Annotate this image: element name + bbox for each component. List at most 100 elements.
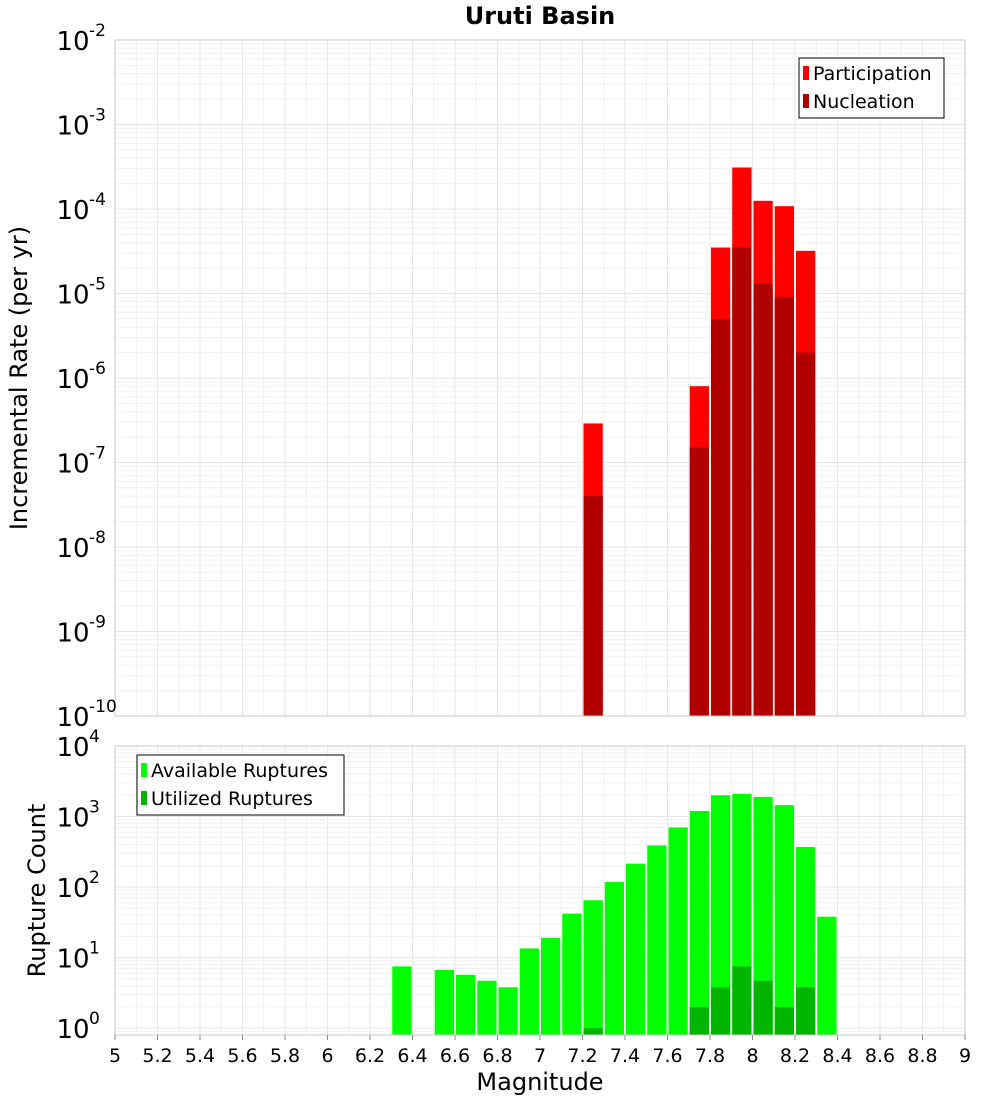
bar-available-ruptures <box>498 987 518 1035</box>
bar-available-ruptures <box>647 845 667 1035</box>
legend-label: Participation <box>813 63 932 85</box>
x-tick-label: 6.8 <box>482 1045 512 1067</box>
y-tick-label: 10 <box>56 804 89 834</box>
y-tick-label: 10 <box>56 112 89 142</box>
panel-0: 10-210-310-410-510-610-710-810-910 -10Inc… <box>5 21 966 733</box>
chart-title: Uruti Basin <box>465 2 616 30</box>
legend-box <box>798 57 945 119</box>
y-tick-exponent: -5 <box>89 275 106 295</box>
bar-available-ruptures <box>711 795 731 1035</box>
bar-nucleation <box>583 496 603 716</box>
bar-utilized-ruptures <box>583 1028 603 1035</box>
bar-available-ruptures <box>604 882 624 1035</box>
legend-label: Available Ruptures <box>151 760 328 782</box>
legend-swatch <box>141 763 147 777</box>
legend-label: Nucleation <box>813 91 915 113</box>
y-tick-label: 10 <box>56 365 89 395</box>
x-tick-label: 6 <box>321 1045 333 1067</box>
y-tick-label: 10 <box>56 281 89 311</box>
y-tick-exponent: -8 <box>89 528 106 548</box>
legend-swatch <box>141 791 147 805</box>
bar-nucleation <box>796 352 816 716</box>
y-tick-exponent: -4 <box>89 190 106 210</box>
y-tick-exponent: 1 <box>89 939 100 959</box>
bar-nucleation <box>753 283 773 716</box>
legend-1: Available Ruptures Utilized Ruptures <box>136 754 345 816</box>
x-tick-label: 8.4 <box>822 1045 852 1067</box>
x-tick-label: 5.8 <box>270 1045 300 1067</box>
y-tick-exponent: 3 <box>89 798 100 818</box>
bar-available-ruptures <box>626 863 646 1035</box>
x-tick-label: 7.8 <box>695 1045 725 1067</box>
bar-utilized-ruptures <box>711 987 731 1035</box>
bar-utilized-ruptures <box>689 1006 709 1035</box>
bar-nucleation <box>711 318 731 716</box>
y-tick-label: 10 <box>56 945 89 975</box>
y-tick-label: 10 <box>56 733 89 763</box>
y-tick-label: 10 <box>56 196 89 226</box>
legend-swatch <box>803 94 809 108</box>
bar-available-ruptures <box>753 796 773 1035</box>
bar-available-ruptures <box>434 969 454 1035</box>
y-tick-label: 10 <box>56 619 89 649</box>
bar-available-ruptures <box>519 948 539 1035</box>
x-tick-label: 8.8 <box>907 1045 937 1067</box>
x-tick-label: 7.2 <box>567 1045 597 1067</box>
y-tick-exponent: -6 <box>89 359 106 379</box>
x-tick-label: 6.6 <box>440 1045 470 1067</box>
y-tick-exponent: 0 <box>89 1009 100 1029</box>
y-tick-label: 10 <box>56 534 89 564</box>
x-tick-label: 7.6 <box>652 1045 682 1067</box>
bar-nucleation <box>689 447 709 716</box>
y-tick-exponent: 4 <box>89 727 100 747</box>
x-tick-label: 7.4 <box>610 1045 640 1067</box>
x-tick-label: 9 <box>959 1045 971 1067</box>
x-tick-label: 6.2 <box>355 1045 385 1067</box>
y-tick-label: 10 <box>56 1015 89 1045</box>
bar-utilized-ruptures <box>796 987 816 1035</box>
y-axis-title: Incremental Rate (per yr) <box>5 226 33 530</box>
y-tick-exponent: -3 <box>89 106 106 126</box>
y-tick-exponent: 2 <box>89 868 100 888</box>
bar-available-ruptures <box>456 974 476 1035</box>
bar-available-ruptures <box>668 827 688 1035</box>
bar-available-ruptures <box>583 900 603 1035</box>
bar-utilized-ruptures <box>774 1006 794 1035</box>
bar-available-ruptures <box>689 810 709 1035</box>
bar-available-ruptures <box>562 913 582 1035</box>
x-tick-label: 7 <box>534 1045 546 1067</box>
bar-nucleation <box>732 247 752 716</box>
bar-available-ruptures <box>392 966 412 1035</box>
x-tick-label: 8.2 <box>780 1045 810 1067</box>
plot-frame-0 <box>114 39 966 717</box>
legend-swatch <box>803 66 809 80</box>
bar-available-ruptures <box>477 980 497 1035</box>
y-axis-title: Rupture Count <box>23 804 51 978</box>
bar-available-ruptures <box>774 805 794 1035</box>
legend-label: Utilized Ruptures <box>151 788 313 810</box>
y-tick-label: 10 <box>56 27 89 57</box>
y-tick-exponent: -9 <box>89 613 106 633</box>
x-tick-label: 5 <box>109 1045 121 1067</box>
legend-0: Participation Nucleation <box>798 57 945 119</box>
y-tick-exponent: -7 <box>89 444 106 464</box>
y-tick-exponent: -10 <box>89 697 117 717</box>
bar-utilized-ruptures <box>732 966 752 1035</box>
x-tick-label: 8 <box>746 1045 758 1067</box>
x-tick-label: 5.6 <box>227 1045 257 1067</box>
y-tick-label: 10 <box>56 874 89 904</box>
x-tick-label: 8.6 <box>865 1045 895 1067</box>
legend-box <box>136 754 345 816</box>
y-tick-label: 10 <box>56 703 89 733</box>
bar-utilized-ruptures <box>753 980 773 1035</box>
bar-nucleation <box>774 297 794 716</box>
bar-available-ruptures <box>817 916 837 1035</box>
y-tick-exponent: -2 <box>89 21 106 41</box>
x-tick-label: 5.2 <box>142 1045 172 1067</box>
x-tick-label: 6.4 <box>397 1045 427 1067</box>
x-tick-label: 5.4 <box>185 1045 215 1067</box>
x-axis-title: Magnitude <box>476 1068 603 1096</box>
